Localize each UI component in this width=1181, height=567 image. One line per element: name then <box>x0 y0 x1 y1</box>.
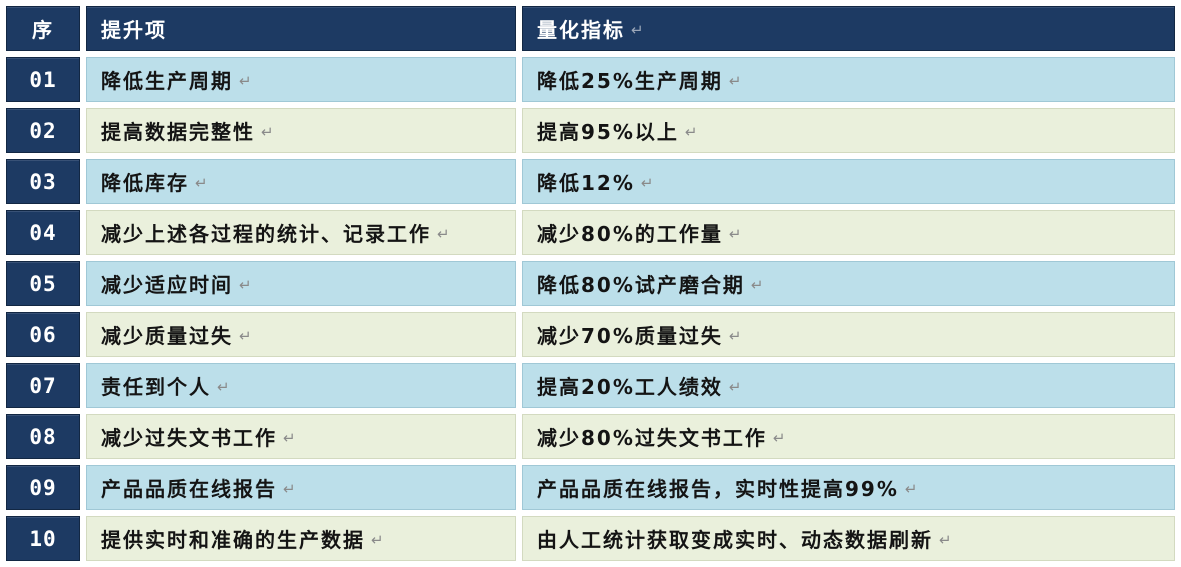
improvement-item-text: 减少过失文书工作 <box>101 426 277 450</box>
header-cell-seq: 序 <box>6 6 80 51</box>
row-number: 01 <box>29 67 57 92</box>
row-number-cell: 09 <box>6 465 80 510</box>
row-number: 04 <box>29 220 57 245</box>
row-number-cell: 04 <box>6 210 80 255</box>
row-number-cell: 02 <box>6 108 80 153</box>
paragraph-return-icon: ↵ <box>728 224 742 243</box>
improvement-item-cell: 减少适应时间 ↵ <box>86 261 516 306</box>
paragraph-return-icon: ↵ <box>631 20 644 39</box>
improvement-item-cell: 提高数据完整性 ↵ <box>86 108 516 153</box>
quantified-metric-cell: 降低80%试产磨合期 ↵ <box>522 261 1175 306</box>
quantified-metric-text: 提高95%以上 <box>537 120 679 144</box>
quantified-metric-text: 由人工统计获取变成实时、动态数据刷新 <box>537 528 933 552</box>
improvement-item-cell: 减少上述各过程的统计、记录工作 ↵ <box>86 210 516 255</box>
quantified-metric-text: 降低80%试产磨合期 <box>537 273 745 297</box>
quantified-metric-text: 产品品质在线报告，实时性提高99% <box>537 477 899 501</box>
improvement-item-cell: 减少质量过失 ↵ <box>86 312 516 357</box>
improvement-item-text: 减少上述各过程的统计、记录工作 <box>101 222 431 246</box>
header-item-label: 提升项 <box>101 18 167 42</box>
quantified-metric-cell: 减少70%质量过失 ↵ <box>522 312 1175 357</box>
quantified-metric-cell: 减少80%的工作量 ↵ <box>522 210 1175 255</box>
improvement-item-cell: 减少过失文书工作 ↵ <box>86 414 516 459</box>
quantified-metric-cell: 提高20%工人绩效 ↵ <box>522 363 1175 408</box>
paragraph-return-icon: ↵ <box>728 326 742 345</box>
paragraph-return-icon: ↵ <box>217 377 230 396</box>
paragraph-return-icon: ↵ <box>437 224 450 243</box>
quantified-metric-text: 减少70%质量过失 <box>537 324 723 348</box>
paragraph-return-icon: ↵ <box>239 71 252 90</box>
quantified-metric-cell: 降低25%生产周期 ↵ <box>522 57 1175 102</box>
quantified-metric-text: 降低25%生产周期 <box>537 69 723 93</box>
quantified-metric-cell: 降低12% ↵ <box>522 159 1175 204</box>
paragraph-return-icon: ↵ <box>239 275 252 294</box>
quantified-metric-text: 提高20%工人绩效 <box>537 375 723 399</box>
row-number: 10 <box>29 526 57 551</box>
paragraph-return-icon: ↵ <box>728 71 742 90</box>
quantified-metric-text: 减少80%过失文书工作 <box>537 426 767 450</box>
improvement-item-text: 减少适应时间 <box>101 273 233 297</box>
quantified-metric-cell: 减少80%过失文书工作 ↵ <box>522 414 1175 459</box>
paragraph-return-icon: ↵ <box>750 275 764 294</box>
improvement-item-text: 提供实时和准确的生产数据 <box>101 528 365 552</box>
paragraph-return-icon: ↵ <box>283 479 296 498</box>
paragraph-return-icon: ↵ <box>640 173 654 192</box>
paragraph-return-icon: ↵ <box>371 530 384 549</box>
quantified-metric-cell: 由人工统计获取变成实时、动态数据刷新 ↵ <box>522 516 1175 561</box>
paragraph-return-icon: ↵ <box>728 377 742 396</box>
improvement-item-text: 减少质量过失 <box>101 324 233 348</box>
improvement-item-cell: 责任到个人 ↵ <box>86 363 516 408</box>
quantified-metric-cell: 产品品质在线报告，实时性提高99% ↵ <box>522 465 1175 510</box>
paragraph-return-icon: ↵ <box>939 530 952 549</box>
paragraph-return-icon: ↵ <box>283 428 296 447</box>
improvement-item-text: 责任到个人 <box>101 375 211 399</box>
improvement-item-cell: 降低生产周期 ↵ <box>86 57 516 102</box>
row-number-cell: 05 <box>6 261 80 306</box>
paragraph-return-icon: ↵ <box>684 122 698 141</box>
row-number: 02 <box>29 118 57 143</box>
row-number: 09 <box>29 475 57 500</box>
paragraph-return-icon: ↵ <box>195 173 208 192</box>
row-number: 06 <box>29 322 57 347</box>
header-seq-label: 序 <box>32 18 54 42</box>
paragraph-return-icon: ↵ <box>904 479 918 498</box>
header-cell-item: 提升项 <box>86 6 516 51</box>
row-number-cell: 06 <box>6 312 80 357</box>
quantified-metric-text: 降低12% <box>537 171 635 195</box>
row-number-cell: 07 <box>6 363 80 408</box>
row-number-cell: 01 <box>6 57 80 102</box>
row-number: 05 <box>29 271 57 296</box>
header-metric-label: 量化指标 <box>537 18 625 42</box>
row-number-cell: 03 <box>6 159 80 204</box>
improvement-item-text: 降低库存 <box>101 171 189 195</box>
improvement-item-text: 产品品质在线报告 <box>101 477 277 501</box>
improvement-item-cell: 产品品质在线报告 ↵ <box>86 465 516 510</box>
row-number-cell: 10 <box>6 516 80 561</box>
row-number: 07 <box>29 373 57 398</box>
paragraph-return-icon: ↵ <box>261 122 274 141</box>
quantified-metric-cell: 提高95%以上 ↵ <box>522 108 1175 153</box>
improvement-item-cell: 提供实时和准确的生产数据 ↵ <box>86 516 516 561</box>
improvement-item-cell: 降低库存 ↵ <box>86 159 516 204</box>
quantified-metric-text: 减少80%的工作量 <box>537 222 723 246</box>
row-number: 03 <box>29 169 57 194</box>
header-cell-metric: 量化指标 ↵ <box>522 6 1175 51</box>
row-number-cell: 08 <box>6 414 80 459</box>
paragraph-return-icon: ↵ <box>772 428 786 447</box>
paragraph-return-icon: ↵ <box>239 326 252 345</box>
improvement-item-text: 降低生产周期 <box>101 69 233 93</box>
row-number: 08 <box>29 424 57 449</box>
improvement-item-text: 提高数据完整性 <box>101 120 255 144</box>
